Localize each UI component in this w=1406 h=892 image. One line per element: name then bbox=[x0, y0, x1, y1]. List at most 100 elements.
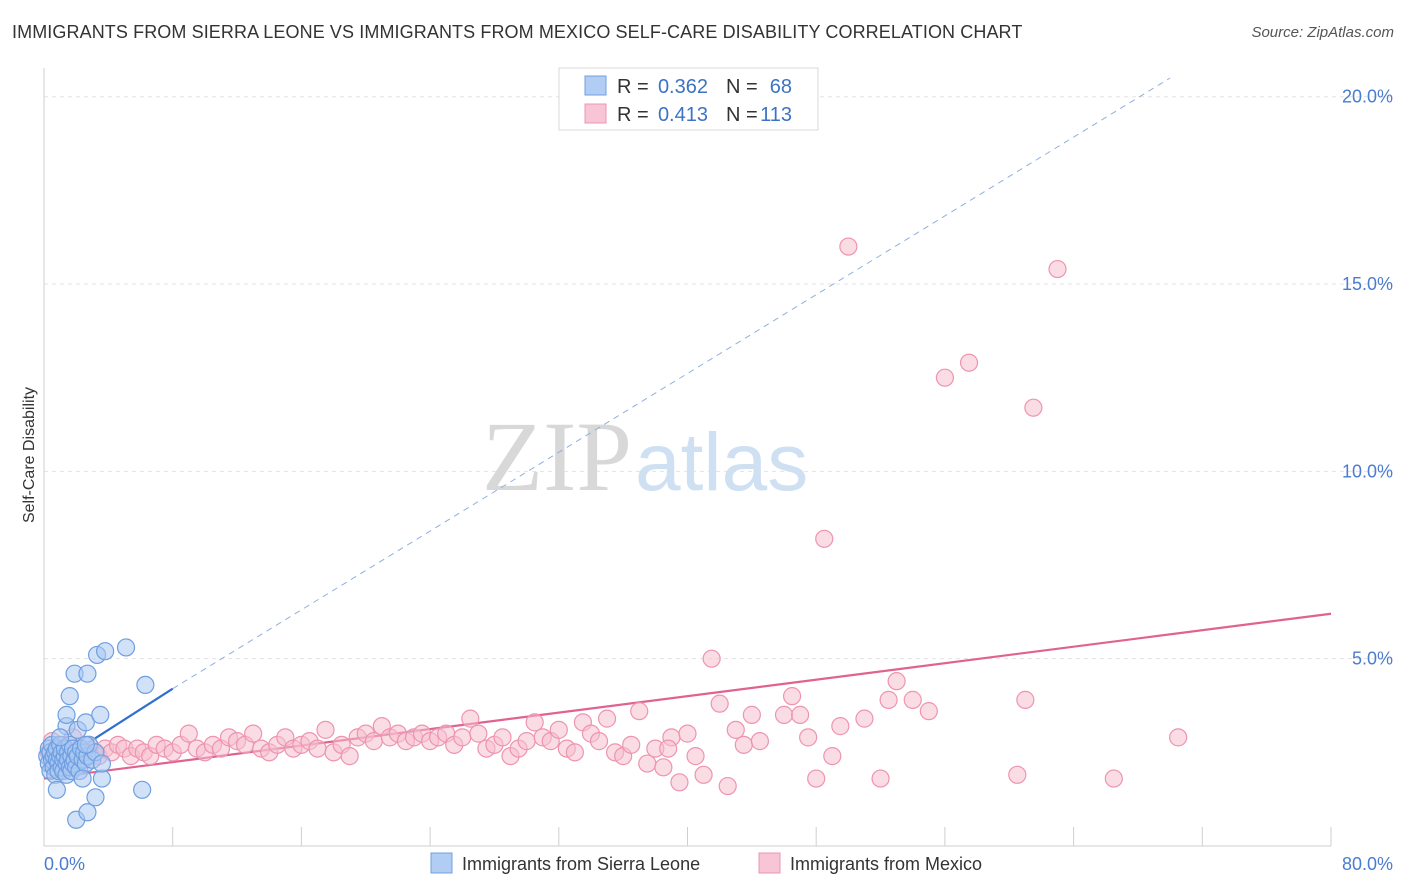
point-series1-90 bbox=[686, 746, 705, 766]
point-series1-115 bbox=[839, 237, 858, 256]
point-series0-65 bbox=[133, 780, 152, 799]
point-series1-101 bbox=[807, 769, 826, 788]
point-series1-50 bbox=[364, 732, 383, 751]
point-series1-114 bbox=[1024, 398, 1043, 417]
point-series1-79 bbox=[597, 709, 617, 728]
point-series1-92 bbox=[710, 694, 729, 713]
point-series1-96 bbox=[750, 732, 769, 751]
point-series1-113 bbox=[959, 353, 979, 372]
point-series1-63 bbox=[469, 724, 488, 743]
chart-source: Source: ZipAtlas.com bbox=[1251, 24, 1394, 41]
point-series1-88 bbox=[670, 773, 689, 792]
point-series1-62 bbox=[461, 709, 480, 728]
stats-swatch-1 bbox=[584, 103, 607, 124]
point-series1-43 bbox=[308, 739, 327, 758]
point-series1-44 bbox=[316, 720, 335, 739]
point-series1-94 bbox=[726, 720, 745, 739]
point-series1-112 bbox=[935, 368, 955, 387]
bottom-legend-label-1: Immigrants from Mexico bbox=[790, 854, 982, 874]
point-series1-69 bbox=[517, 732, 536, 751]
point-series0-46 bbox=[47, 780, 66, 799]
watermark-atlas: atlas bbox=[635, 417, 808, 508]
stats-r-value-1: 0.413 bbox=[658, 104, 708, 126]
point-series0-63 bbox=[92, 754, 112, 773]
bottom-legend-swatch-0 bbox=[430, 852, 453, 874]
point-series0-57 bbox=[116, 638, 136, 657]
point-series1-107 bbox=[887, 672, 906, 691]
point-series0-55 bbox=[91, 705, 110, 724]
point-series1-102 bbox=[823, 746, 842, 766]
point-series1-116 bbox=[1048, 259, 1067, 279]
watermark-zip: ZIP bbox=[482, 401, 632, 512]
point-series0-48 bbox=[57, 705, 76, 724]
stats-n-label-0: N = bbox=[726, 76, 758, 98]
x-tick-label-0: 0.0% bbox=[44, 854, 85, 874]
point-series1-95 bbox=[734, 735, 753, 754]
x-tick-labels: 0.0% 80.0% bbox=[44, 854, 1393, 874]
point-series0-56 bbox=[96, 642, 115, 661]
point-series1-61 bbox=[453, 728, 472, 747]
point-series0-67 bbox=[50, 728, 70, 747]
point-series0-52 bbox=[76, 713, 95, 732]
point-series1-86 bbox=[654, 758, 673, 777]
point-series1-104 bbox=[855, 709, 874, 728]
bottom-legend: Immigrants from Sierra Leone Immigrants f… bbox=[430, 852, 982, 874]
point-series0-66 bbox=[73, 769, 92, 788]
bottom-legend-swatch-1 bbox=[758, 852, 781, 874]
point-series1-117 bbox=[1016, 690, 1035, 709]
point-series1-103 bbox=[831, 717, 850, 736]
point-series1-83 bbox=[630, 702, 649, 721]
point-series1-82 bbox=[622, 735, 641, 754]
point-series1-120 bbox=[1008, 765, 1027, 784]
point-series1-97 bbox=[774, 705, 794, 724]
point-series1-122 bbox=[659, 739, 678, 758]
point-series1-111 bbox=[815, 529, 834, 548]
point-series1-110 bbox=[702, 649, 721, 668]
point-series1-66 bbox=[493, 728, 512, 747]
point-series1-70 bbox=[525, 713, 544, 732]
point-series1-100 bbox=[799, 728, 818, 747]
grid-lines bbox=[44, 96, 1394, 660]
point-series1-109 bbox=[919, 702, 938, 721]
point-series0-58 bbox=[136, 675, 155, 695]
point-series1-118 bbox=[1169, 728, 1188, 747]
y-tick-label-0: 5.0% bbox=[1352, 649, 1393, 669]
data-points bbox=[38, 237, 1188, 829]
y-tick-label-2: 15.0% bbox=[1342, 274, 1393, 294]
stats-n-value-1: 113 bbox=[760, 104, 792, 126]
point-series1-35 bbox=[244, 724, 263, 743]
point-series1-75 bbox=[565, 743, 584, 762]
point-series0-60 bbox=[78, 803, 97, 822]
y-tick-label-3: 20.0% bbox=[1342, 87, 1393, 107]
point-series1-108 bbox=[903, 690, 922, 709]
stats-n-label-1: N = bbox=[726, 104, 758, 126]
point-series1-99 bbox=[791, 705, 810, 724]
point-series1-98 bbox=[782, 687, 802, 706]
stats-r-label-1: R = bbox=[617, 104, 649, 126]
point-series1-105 bbox=[871, 769, 890, 788]
y-tick-labels: 5.0% 10.0% 15.0% 20.0% bbox=[1342, 87, 1393, 669]
point-series0-64 bbox=[76, 735, 95, 754]
bottom-legend-label-0: Immigrants from Sierra Leone bbox=[462, 854, 700, 874]
point-series1-121 bbox=[742, 705, 761, 724]
trend-extension-sierra-leone bbox=[172, 77, 1171, 690]
point-series1-106 bbox=[879, 690, 898, 709]
point-series0-53 bbox=[78, 664, 97, 683]
chart-title: IMMIGRANTS FROM SIERRA LEONE VS IMMIGRAN… bbox=[12, 22, 1023, 42]
point-series1-47 bbox=[340, 746, 359, 766]
point-series1-91 bbox=[694, 765, 713, 784]
axes bbox=[43, 68, 1332, 847]
point-series0-49 bbox=[60, 687, 79, 706]
stats-legend: R = 0.362 N = 68 R = 0.413 N = 113 bbox=[558, 67, 819, 131]
stats-swatch-0 bbox=[584, 75, 607, 96]
point-series1-89 bbox=[678, 724, 697, 743]
point-series1-27 bbox=[179, 724, 198, 743]
stats-n-value-0: 68 bbox=[770, 76, 792, 98]
y-axis-label: Self-Care Disability bbox=[21, 387, 38, 523]
point-series1-73 bbox=[549, 720, 568, 739]
watermark: ZIP atlas bbox=[482, 401, 808, 512]
point-series1-78 bbox=[589, 732, 609, 751]
point-series1-84 bbox=[638, 754, 657, 773]
point-series0-61 bbox=[86, 788, 105, 807]
